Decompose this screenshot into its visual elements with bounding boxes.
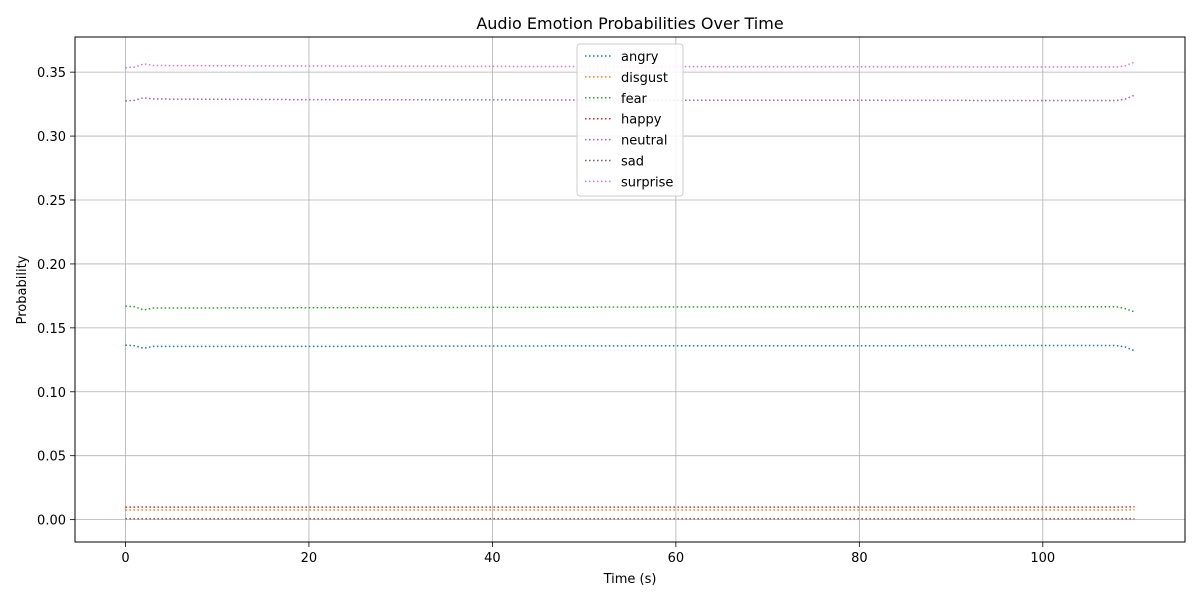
x-tick-label: 80 bbox=[851, 551, 868, 566]
legend-label-fear: fear bbox=[621, 92, 648, 107]
y-axis-ticks: 0.00 0.05 0.10 0.15 0.20 0.25 0.30 0.35 bbox=[37, 66, 75, 529]
y-tick-label: 0.15 bbox=[37, 322, 66, 337]
x-tick-label: 20 bbox=[301, 551, 318, 566]
legend-label-disgust: disgust bbox=[621, 71, 668, 86]
x-tick-label: 60 bbox=[668, 551, 685, 566]
x-axis-label: Time (s) bbox=[603, 572, 657, 587]
legend-label-sad: sad bbox=[621, 155, 644, 170]
x-axis-ticks: 0 20 40 60 80 100 bbox=[121, 542, 1055, 566]
series-lines bbox=[125, 61, 1135, 520]
y-tick-label: 0.05 bbox=[37, 450, 66, 465]
chart-title: Audio Emotion Probabilities Over Time bbox=[476, 14, 783, 33]
series-line-fear bbox=[125, 305, 1135, 313]
y-tick-label: 0.20 bbox=[37, 258, 66, 273]
legend: angry disgust fear happy neutral sad surprise bbox=[576, 43, 684, 197]
plot-frame bbox=[74, 36, 1186, 543]
y-axis-label: Probability bbox=[15, 255, 30, 324]
y-tick-label: 0.30 bbox=[37, 130, 66, 145]
legend-box bbox=[576, 43, 684, 197]
x-tick-label: 40 bbox=[484, 551, 501, 566]
y-tick-label: 0.10 bbox=[37, 386, 66, 401]
legend-label-surprise: surprise bbox=[621, 175, 673, 190]
legend-label-happy: happy bbox=[621, 113, 662, 128]
series-line-angry bbox=[125, 344, 1135, 352]
legend-label-angry: angry bbox=[621, 50, 659, 65]
y-tick-label: 0.25 bbox=[37, 194, 66, 209]
series-line-neutral bbox=[125, 94, 1135, 102]
series-line-surprise bbox=[125, 61, 1135, 69]
y-tick-label: 0.00 bbox=[37, 514, 66, 529]
y-tick-label: 0.35 bbox=[37, 66, 66, 81]
x-tick-label: 100 bbox=[1030, 551, 1055, 566]
legend-label-neutral: neutral bbox=[621, 134, 668, 149]
x-tick-label: 0 bbox=[121, 551, 129, 566]
